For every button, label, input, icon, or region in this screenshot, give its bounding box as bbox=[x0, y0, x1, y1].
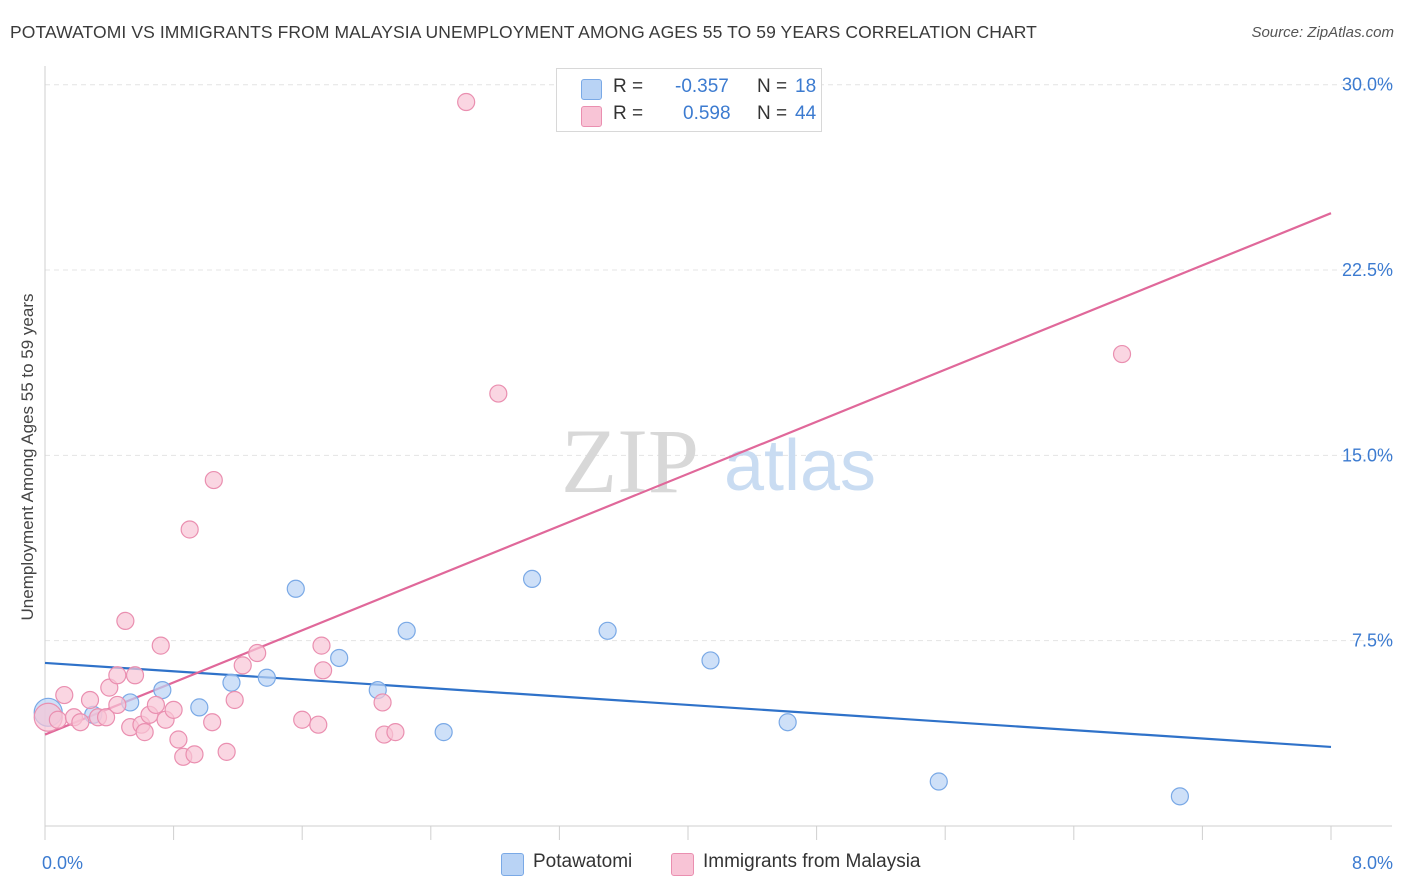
malaysia-point bbox=[313, 661, 333, 680]
y-tick-label: 22.5% bbox=[1342, 260, 1393, 280]
y-tick-label: 7.5% bbox=[1352, 631, 1393, 651]
bottom-legend-swatch-pink bbox=[671, 853, 694, 876]
malaysia-point bbox=[204, 470, 223, 490]
malaysia-point bbox=[151, 636, 170, 655]
potawatomi-point bbox=[330, 648, 349, 668]
malaysia-trend-line bbox=[44, 212, 1332, 736]
legend-n-label: N = bbox=[757, 103, 788, 124]
malaysia-point bbox=[203, 713, 222, 732]
legend-r-value: 0.598 bbox=[683, 103, 731, 124]
malaysia-point bbox=[116, 611, 135, 631]
y-tick-label: 30.0% bbox=[1342, 75, 1393, 95]
bottom-legend-label: Immigrants from Malaysia bbox=[703, 851, 921, 872]
potawatomi-point bbox=[701, 651, 720, 670]
legend-swatch-blue bbox=[581, 79, 602, 100]
potawatomi-point bbox=[1170, 787, 1189, 806]
legend-r-value: -0.357 bbox=[675, 76, 729, 97]
malaysia-point bbox=[125, 666, 145, 685]
malaysia-point bbox=[457, 92, 476, 112]
malaysia-point bbox=[225, 690, 244, 710]
malaysia-point bbox=[373, 693, 392, 712]
potawatomi-point bbox=[434, 723, 453, 742]
malaysia-point bbox=[71, 713, 90, 732]
correlation-legend: R = -0.357 N = 18 R = 0.598 N = 44 bbox=[556, 68, 822, 132]
source-credit: Source: ZipAtlas.com bbox=[1251, 24, 1394, 41]
malaysia-point bbox=[108, 666, 127, 685]
data-points bbox=[33, 92, 1189, 806]
malaysia-point bbox=[489, 384, 508, 403]
x-tick-label: 8.0% bbox=[1352, 853, 1393, 873]
malaysia-point bbox=[80, 690, 100, 710]
malaysia-point bbox=[146, 695, 166, 715]
potawatomi-point bbox=[257, 668, 276, 687]
malaysia-point bbox=[1112, 344, 1132, 364]
chart-title: POTAWATOMI VS IMMIGRANTS FROM MALAYSIA U… bbox=[10, 22, 1037, 42]
bottom-legend-swatch-blue bbox=[501, 853, 524, 876]
malaysia-point bbox=[180, 520, 199, 539]
malaysia-point bbox=[217, 742, 236, 761]
legend-swatch-pink bbox=[581, 106, 602, 127]
malaysia-point bbox=[55, 685, 74, 705]
legend-n-label: N = bbox=[757, 76, 788, 97]
tick-labels: 7.5% 15.0% 22.5% 30.0% 0.0% 8.0% bbox=[42, 75, 1393, 873]
axes bbox=[44, 66, 1392, 840]
gridlines bbox=[45, 84, 1392, 642]
malaysia-point bbox=[135, 723, 154, 742]
malaysia-point bbox=[169, 730, 188, 749]
potawatomi-point bbox=[222, 673, 241, 692]
malaysia-point bbox=[48, 710, 67, 729]
legend-n-value: 18 bbox=[795, 76, 817, 97]
malaysia-point bbox=[185, 745, 204, 764]
watermark-atlas: atlas bbox=[724, 426, 876, 506]
x-tick-label: 0.0% bbox=[42, 853, 83, 873]
malaysia-point bbox=[248, 643, 267, 663]
legend-r-label: R = bbox=[613, 76, 644, 97]
malaysia-point bbox=[386, 723, 405, 742]
legend-r-label: R = bbox=[613, 103, 644, 124]
potawatomi-point bbox=[190, 698, 209, 717]
watermark: ZIP atlas bbox=[561, 410, 876, 512]
y-tick-label: 15.0% bbox=[1342, 445, 1393, 465]
malaysia-point bbox=[233, 656, 252, 675]
potawatomi-point bbox=[522, 569, 542, 589]
watermark-zip: ZIP bbox=[561, 410, 699, 512]
malaysia-point bbox=[108, 695, 127, 715]
legend-n-value: 44 bbox=[795, 103, 817, 124]
potawatomi-point bbox=[929, 772, 948, 791]
malaysia-point bbox=[312, 636, 331, 655]
potawatomi-point bbox=[778, 713, 797, 732]
malaysia-point bbox=[293, 710, 312, 729]
potawatomi-point bbox=[598, 621, 617, 640]
malaysia-point bbox=[164, 700, 183, 719]
bottom-legend-label: Potawatomi bbox=[533, 851, 633, 872]
potawatomi-point bbox=[286, 579, 305, 598]
potawatomi-point bbox=[397, 621, 416, 640]
malaysia-point bbox=[96, 708, 116, 727]
malaysia-point bbox=[309, 715, 328, 734]
